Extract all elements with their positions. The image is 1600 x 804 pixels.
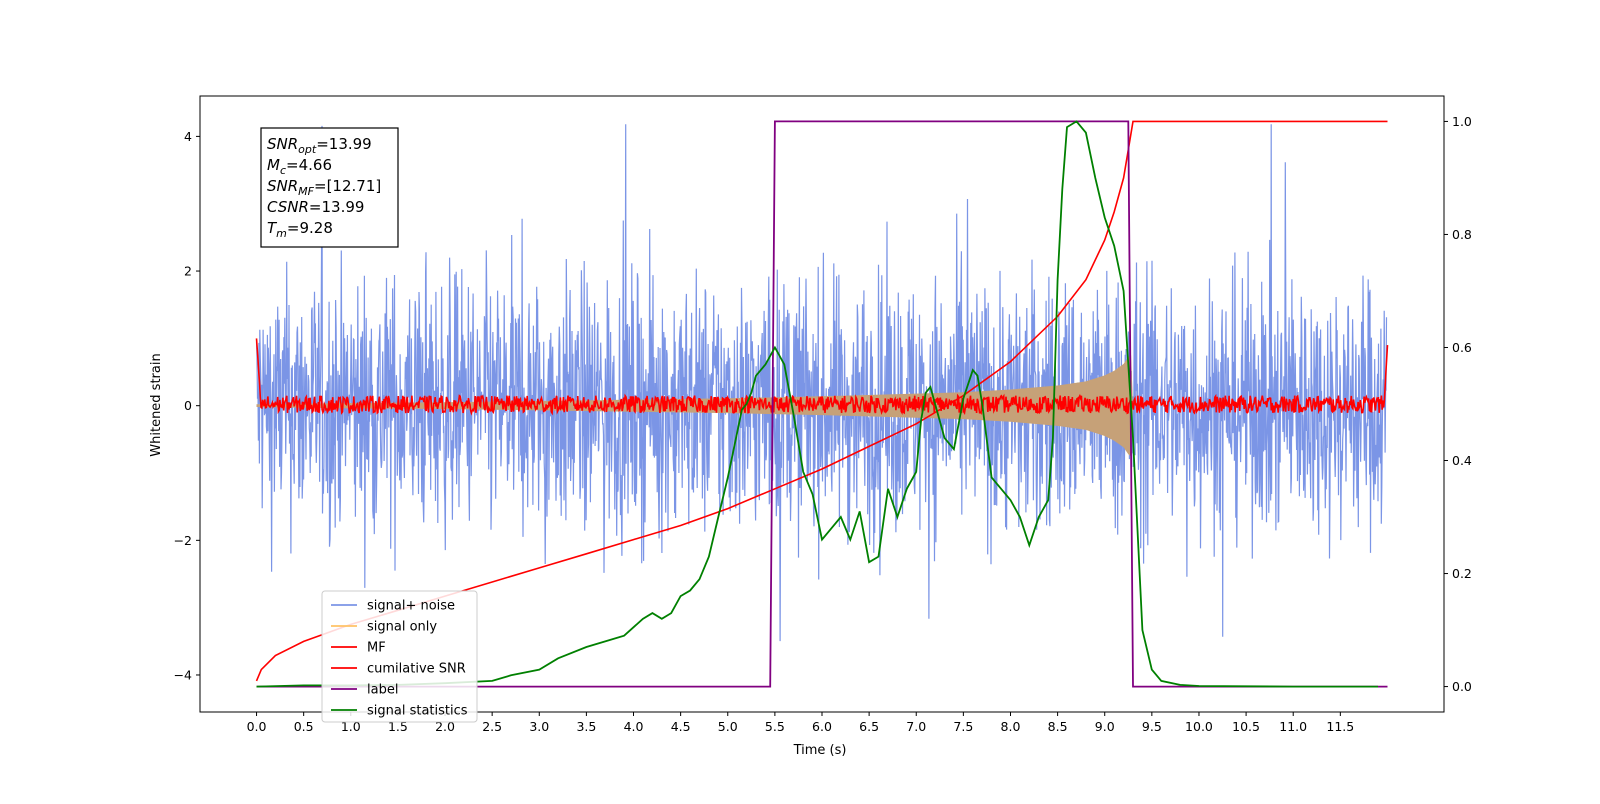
x-tick-label: 0.0	[247, 719, 267, 734]
y-tick-label: 0	[184, 398, 192, 413]
x-tick-label: 4.0	[624, 719, 644, 734]
annotation-line: CSNR=13.99	[267, 198, 364, 216]
y2-tick-label: 0.2	[1452, 566, 1472, 581]
y2-tick-label: 0.0	[1452, 679, 1472, 694]
legend-label: label	[367, 683, 398, 698]
x-axis-label: Time (s)	[793, 743, 847, 758]
x-tick-label: 0.5	[294, 719, 314, 734]
annotation-line: Tm=9.28	[267, 219, 333, 240]
x-tick-label: 1.5	[388, 719, 408, 734]
series-label	[256, 120, 1388, 688]
x-axis: 0.0 0.5 1.0 1.5 2.0 2.5 3.0 3.5 4.0 4.5 5.0 5.5 6.0 6…	[247, 712, 1354, 734]
legend-label: cumilative SNR	[367, 662, 466, 677]
x-tick-label: 7.0	[906, 719, 926, 734]
annotation-frame	[260, 127, 399, 248]
legend-label: signal statistics	[367, 704, 468, 719]
legend-label: signal+ noise	[367, 599, 455, 614]
x-tick-label: 8.0	[1001, 719, 1021, 734]
x-tick-label: 6.5	[859, 719, 879, 734]
legend-frame	[321, 590, 478, 723]
x-tick-label: 10.0	[1185, 719, 1213, 734]
x-tick-label: 10.5	[1232, 719, 1260, 734]
y2-tick-label: 1.0	[1452, 114, 1472, 129]
legend-label: signal only	[367, 620, 437, 635]
legend-label: MF	[367, 641, 386, 656]
y-tick-label: 4	[184, 129, 192, 144]
y2-tick-label: 0.8	[1452, 227, 1472, 242]
y-axis: −4 −2 0 2 4	[174, 129, 200, 682]
x-tick-label: 2.5	[482, 719, 502, 734]
series-signal-only	[256, 355, 1133, 457]
annotation-box: SNRopt=13.99Mc=4.66SNRMF=[12.71]CSNR=13.…	[260, 127, 399, 248]
x-tick-label: 5.0	[718, 719, 738, 734]
series-mf	[255, 338, 1389, 416]
y2-tick-label: 0.6	[1452, 340, 1472, 355]
y2-axis-right: 0.0 0.2 0.4 0.6 0.8 1.0	[1444, 114, 1472, 694]
x-tick-label: 3.5	[576, 719, 596, 734]
x-tick-label: 2.0	[435, 719, 455, 734]
x-tick-label: 7.5	[953, 719, 973, 734]
y-tick-label: 2	[184, 264, 192, 279]
series-signal-noise	[255, 124, 1388, 642]
y-tick-label: −4	[174, 667, 192, 682]
series-signal-statistics	[256, 120, 1378, 688]
x-tick-label: 4.5	[671, 719, 691, 734]
x-tick-label: 9.0	[1095, 719, 1115, 734]
x-tick-label: 9.5	[1142, 719, 1162, 734]
legend: signal+ noise signal only MF cumilative SNR…	[321, 590, 478, 723]
y-axis-label: Whitened strain	[149, 353, 164, 456]
x-tick-label: 8.5	[1048, 719, 1068, 734]
x-tick-label: 6.0	[812, 719, 832, 734]
annotation-line: Mc=4.66	[267, 156, 332, 177]
x-tick-label: 3.0	[529, 719, 549, 734]
y2-tick-label: 0.4	[1452, 453, 1472, 468]
annotation-line: SNRopt=13.99	[267, 135, 372, 156]
x-tick-label: 1.0	[341, 719, 361, 734]
x-tick-label: 11.5	[1326, 719, 1354, 734]
x-tick-label: 5.5	[765, 719, 785, 734]
x-tick-label: 11.0	[1279, 719, 1307, 734]
y-tick-label: −2	[174, 533, 192, 548]
annotation-line: SNRMF=[12.71]	[267, 177, 381, 198]
